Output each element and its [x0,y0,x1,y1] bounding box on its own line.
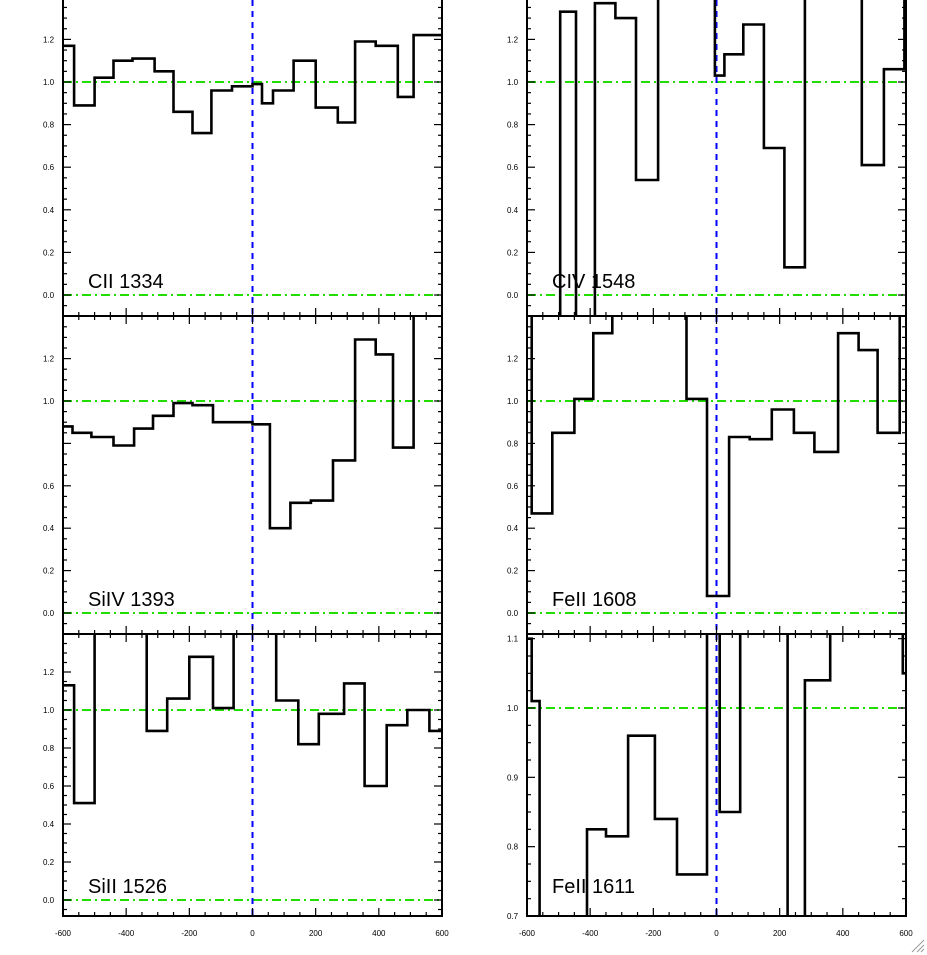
y-tick-label: 1.0 [43,397,55,406]
y-tick-label: 0.8 [43,121,55,130]
panel-frame [526,633,907,917]
y-tick-label: 0.6 [43,782,55,791]
y-tick-label: 1.2 [43,355,55,364]
panel-siiv-1393: 0.0 0.2 0.4 0.6 1.0 1.2 SiIV 1393 [43,315,443,635]
y-tick-label: 0.0 [43,896,55,905]
x-tick-label: 600 [435,929,449,938]
y-tick-label: 0.4 [43,524,55,533]
y-tick-label: 0.0 [507,609,519,618]
flux-spectrum-siii-1526 [63,634,442,805]
y-tick-label: 0.6 [507,482,519,491]
panel-frame [62,633,443,917]
panel-siii-1526: 0.0 0.2 0.4 0.6 0.8 1.0 1.2 -600 -400 -200 0 200 400… [43,633,449,938]
y-tick-label: 0.9 [507,773,519,782]
y-tick-label: 1.0 [43,706,55,715]
y-tick-label: 1.0 [507,78,519,87]
y-tick-label: 0.6 [507,163,519,172]
window-resize-grip[interactable] [911,939,925,953]
y-tick-label: 0.2 [43,858,55,867]
panel-feii-1608: 0.0 0.2 0.4 0.6 0.8 1.0 1.2 FeII 1608 [507,315,907,635]
x-tick-label: -400 [118,929,135,938]
y-tick-label: 1.2 [507,355,519,364]
flux-spectrum-siiv-1393 [63,316,415,530]
y-tick-label: 1.0 [507,704,519,713]
ion-label: SiII 1526 [88,876,167,898]
x-tick-label: 200 [773,929,787,938]
x-tick-label: 0 [714,929,719,938]
y-tick-label: 1.2 [507,35,519,44]
y-tick-label: 0.4 [43,206,55,215]
panel-feii-1611: 0.7 0.8 0.9 1.0 1.1 -600 -400 -200 0 200 400 600 FeI… [507,633,913,938]
ion-label: CII 1334 [88,271,164,293]
x-tick-label: 400 [372,929,386,938]
y-tick-label: 1.2 [43,35,55,44]
y-tick-label: 0.2 [43,567,55,576]
y-tick-label: 0.0 [507,291,519,300]
x-tick-label: 0 [250,929,255,938]
y-tick-label: 0.4 [507,206,519,215]
y-tick-label: 0.0 [43,609,55,618]
ion-label: FeII 1611 [552,876,635,898]
x-tick-label: -600 [55,929,72,938]
y-tick-label: 0.6 [43,163,55,172]
y-tick-label: 1.0 [507,397,519,406]
y-tick-label: 1.1 [507,635,519,644]
x-tick-label: -200 [181,929,198,938]
y-tick-label: 0.7 [507,912,519,921]
y-tick-label: 0.2 [43,248,55,257]
panel-cii-1334: 0.0 0.2 0.4 0.6 0.8 1.0 1.2 CII 1334 [43,0,443,317]
x-tick-label: 400 [836,929,850,938]
ion-label: FeII 1608 [552,589,637,611]
flux-spectrum-feii-1608 [530,316,901,598]
y-tick-label: 0.2 [507,248,519,257]
y-tick-label: 0.4 [507,524,519,533]
flux-spectrum-civ-1548 [527,0,906,316]
y-tick-label: 0.8 [507,439,519,448]
y-tick-label: 0.4 [43,820,55,829]
y-tick-label: 0.6 [43,482,55,491]
flux-spectrum-cii-1334 [63,33,442,135]
x-tick-label: -600 [519,929,536,938]
y-tick-label: 0.0 [43,291,55,300]
y-tick-label: 0.2 [507,567,519,576]
x-tick-label: 200 [309,929,323,938]
x-tick-label: -200 [645,929,662,938]
y-tick-label: 1.2 [43,668,55,677]
x-tick-label: 600 [899,929,913,938]
y-tick-label: 0.8 [507,121,519,130]
y-tick-label: 0.8 [43,744,55,753]
ion-label: CIV 1548 [552,271,635,293]
ion-label: SiIV 1393 [88,589,175,611]
y-tick-label: 0.8 [507,843,519,852]
y-tick-label: 1.0 [43,78,55,87]
x-tick-label: -400 [582,929,599,938]
panel-civ-1548: 0.0 0.2 0.4 0.6 0.8 1.0 1.2 CIV 1548 [507,0,907,317]
flux-spectrum-feii-1611 [527,634,906,916]
